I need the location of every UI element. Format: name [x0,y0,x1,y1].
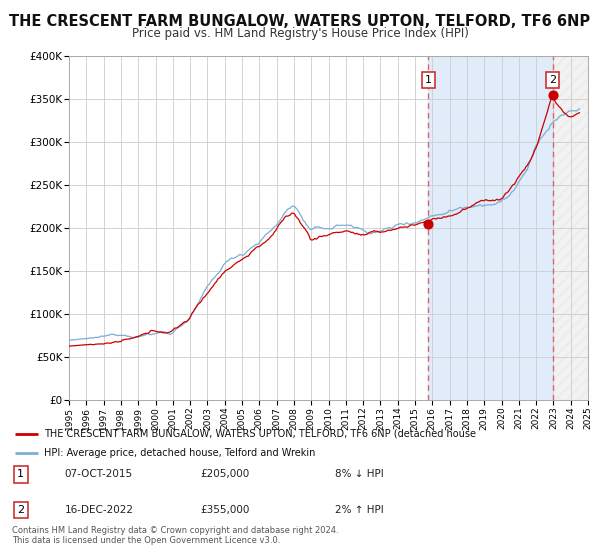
Text: 2: 2 [549,75,556,85]
Text: THE CRESCENT FARM BUNGALOW, WATERS UPTON, TELFORD, TF6 6NP (detached house: THE CRESCENT FARM BUNGALOW, WATERS UPTON… [44,429,476,439]
Text: 16-DEC-2022: 16-DEC-2022 [65,505,134,515]
Bar [553,56,588,400]
Text: Contains HM Land Registry data © Crown copyright and database right 2024.: Contains HM Land Registry data © Crown c… [12,526,338,535]
Text: 1: 1 [17,469,24,479]
Text: £205,000: £205,000 [200,469,249,479]
Bar [428,56,553,400]
Text: 1: 1 [425,75,432,85]
Text: THE CRESCENT FARM BUNGALOW, WATERS UPTON, TELFORD, TF6 6NP: THE CRESCENT FARM BUNGALOW, WATERS UPTON… [10,14,590,29]
Text: 2% ↑ HPI: 2% ↑ HPI [335,505,384,515]
Text: HPI: Average price, detached house, Telford and Wrekin: HPI: Average price, detached house, Telf… [44,448,316,458]
Text: 8% ↓ HPI: 8% ↓ HPI [335,469,384,479]
Text: £355,000: £355,000 [200,505,250,515]
Text: Price paid vs. HM Land Registry's House Price Index (HPI): Price paid vs. HM Land Registry's House … [131,27,469,40]
Text: 07-OCT-2015: 07-OCT-2015 [65,469,133,479]
Point [548,90,557,99]
Point [424,220,433,228]
Text: 2: 2 [17,505,24,515]
Text: This data is licensed under the Open Government Licence v3.0.: This data is licensed under the Open Gov… [12,536,280,545]
